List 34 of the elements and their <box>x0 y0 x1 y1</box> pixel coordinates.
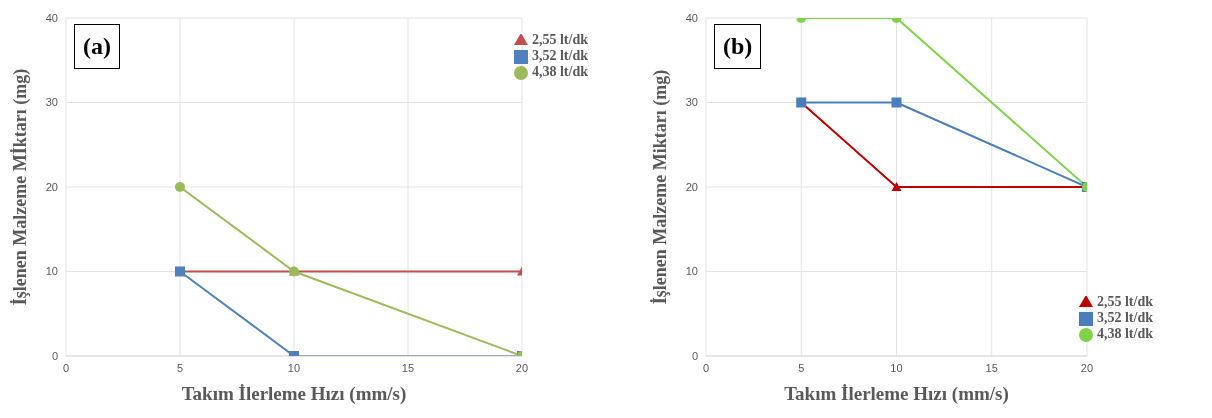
y-tick-label: 30 <box>685 96 698 109</box>
legend-label: 3,52 lt/dk <box>531 48 588 63</box>
annotation: (a) <box>74 24 120 69</box>
y-tick-label: 20 <box>685 180 698 193</box>
legend-label: 2,55 lt/dk <box>1096 294 1153 309</box>
x-tick-label: 5 <box>176 361 184 374</box>
legend-label: 4,38 lt/dk <box>1096 326 1153 341</box>
x-axis-title: Takım İlerleme Hızı (mm/s) <box>784 383 1009 405</box>
legend-label: 3,52 lt/dk <box>1096 310 1153 325</box>
y-axis-title: İşlenen Malzeme Mİktarı (mg) <box>10 68 32 306</box>
x-tick-label: 0 <box>62 361 70 374</box>
legend-label: 2,55 lt/dk <box>531 32 588 47</box>
x-tick-label: 15 <box>985 361 998 374</box>
y-tick-label: 10 <box>685 265 698 278</box>
x-tick-label: 10 <box>287 361 301 374</box>
y-tick-label: 0 <box>51 349 58 362</box>
x-tick-label: 20 <box>515 361 529 374</box>
y-axis-title: İşlenen Malzeme Miktarı (mg) <box>650 69 672 305</box>
annotation: (b) <box>714 24 762 69</box>
x-tick-label: 0 <box>702 361 710 374</box>
y-tick-label: 40 <box>45 11 58 24</box>
y-tick-label: 30 <box>45 96 58 109</box>
legend-label: 4,38 lt/dk <box>531 64 588 79</box>
y-tick-label: 0 <box>691 349 698 362</box>
x-axis-title: Takım İlerleme Hızı (mm/s) <box>181 383 407 405</box>
x-tick-label: 10 <box>890 361 903 374</box>
point <box>175 182 185 192</box>
y-tick-label: 10 <box>45 265 58 278</box>
point <box>891 97 902 108</box>
x-tick-label: 5 <box>798 361 805 374</box>
y-tick-label: 20 <box>45 180 58 193</box>
y-tick-label: 40 <box>685 11 698 24</box>
x-tick-label: 15 <box>401 361 415 374</box>
x-tick-label: 20 <box>1080 361 1094 374</box>
